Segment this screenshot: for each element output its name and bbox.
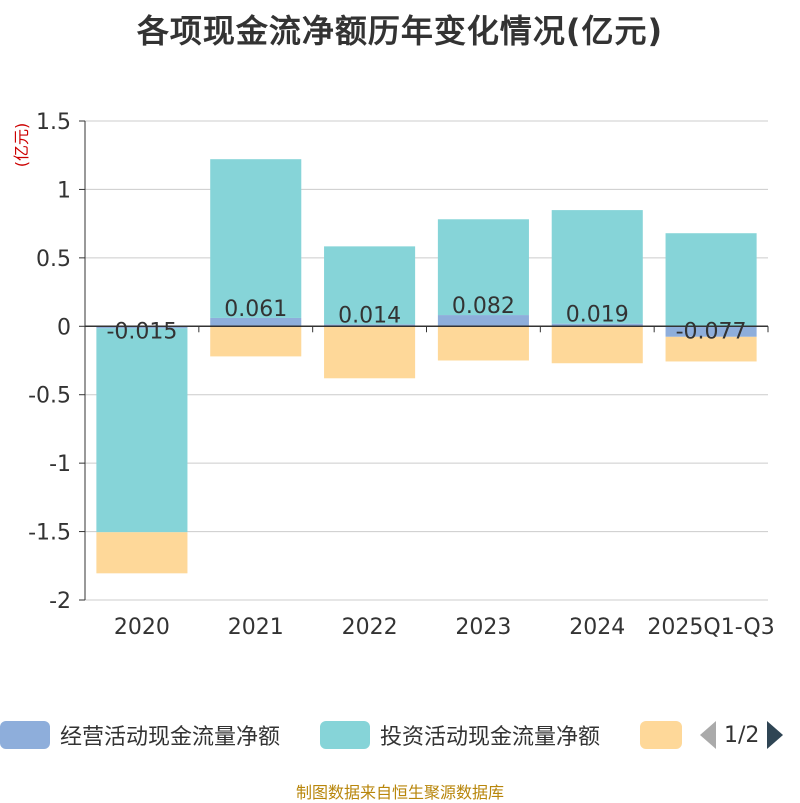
legend-page-indicator: 1/2 [724,722,760,748]
bar-2021-series-0 [210,317,302,327]
x-tick-label: 2024 [569,615,625,640]
bar-2021-series-2 [210,326,302,357]
bar-2023-series-1 [437,219,529,316]
x-tick-label: 2021 [228,615,284,640]
grid-lines [85,120,768,601]
y-tick-label: -2 [49,589,71,614]
y-tick-label: 1.5 [36,110,71,135]
x-tick-label: 2023 [455,615,511,640]
data-labels: -0.015 0.061 0.014 0.082 0.019 -0.077 [106,294,746,344]
y-tick-label: -1 [49,452,71,477]
bar-2024-series-1 [551,210,643,324]
y-tick-label: 0.5 [36,247,71,272]
legend-item-financing[interactable] [640,718,682,752]
bar-2020-series-1 [96,328,188,533]
y-tick-label: -0.5 [28,384,71,409]
bar-2023-series-2 [437,326,529,361]
y-tick-label: -1.5 [28,521,71,546]
bars [96,159,757,574]
data-label: -0.015 [106,319,177,344]
bar-2021-series-1 [210,159,302,318]
x-tick-label: 2022 [342,615,398,640]
legend-label-operating: 经营活动现金流量净额 [60,725,281,750]
bar-2025Q1-Q3-series-0 [665,326,757,337]
bar-2020-series-0 [96,326,188,329]
data-label: 0.019 [566,303,629,328]
bar-2020-series-2 [96,532,188,574]
data-label: -0.077 [676,319,747,344]
bar-2024-series-0 [551,323,643,327]
y-tick-label: 0 [57,315,71,340]
next-page-arrow-icon[interactable] [767,721,784,749]
bar-2022-series-2 [324,326,416,379]
bar-2023-series-0 [437,315,529,327]
legend-swatch-operating [0,721,50,749]
source-note: 制图数据来自恒生聚源数据库 [295,783,504,802]
bar-2022-series-1 [324,246,416,325]
legend-item-operating[interactable]: 经营活动现金流量净额 [0,718,280,752]
legend-swatch-investing [320,721,370,749]
legend: 经营活动现金流量净额 投资活动现金流量净额 [0,718,800,752]
bar-2024-series-2 [551,326,643,364]
y-tick-label: 1 [57,178,71,203]
bar-2025Q1-Q3-series-2 [665,336,757,362]
bar-2025Q1-Q3-series-1 [665,233,757,327]
legend-item-investing[interactable]: 投资活动现金流量净额 [320,718,600,752]
legend-label-investing: 投资活动现金流量净额 [380,725,601,750]
legend-swatch-financing [640,721,682,749]
legend-pager: 1/2 [700,718,784,752]
x-tick-label: 2025Q1-Q3 [647,615,774,640]
y-axis-label: (亿元) [12,123,31,168]
data-label: 0.082 [452,294,515,319]
bar-2022-series-0 [324,324,416,327]
prev-page-arrow-icon[interactable] [700,721,716,749]
data-label: 0.061 [224,297,287,322]
axes: 1.5 1 0.5 0 -0.5 -1 -1.5 -2 2020 2021 2022 2023 2024… [28,110,775,640]
data-label: 0.014 [338,303,401,328]
chart-title: 各项现金流净额历年变化情况(亿元) [136,12,664,50]
x-tick-label: 2020 [114,615,170,640]
